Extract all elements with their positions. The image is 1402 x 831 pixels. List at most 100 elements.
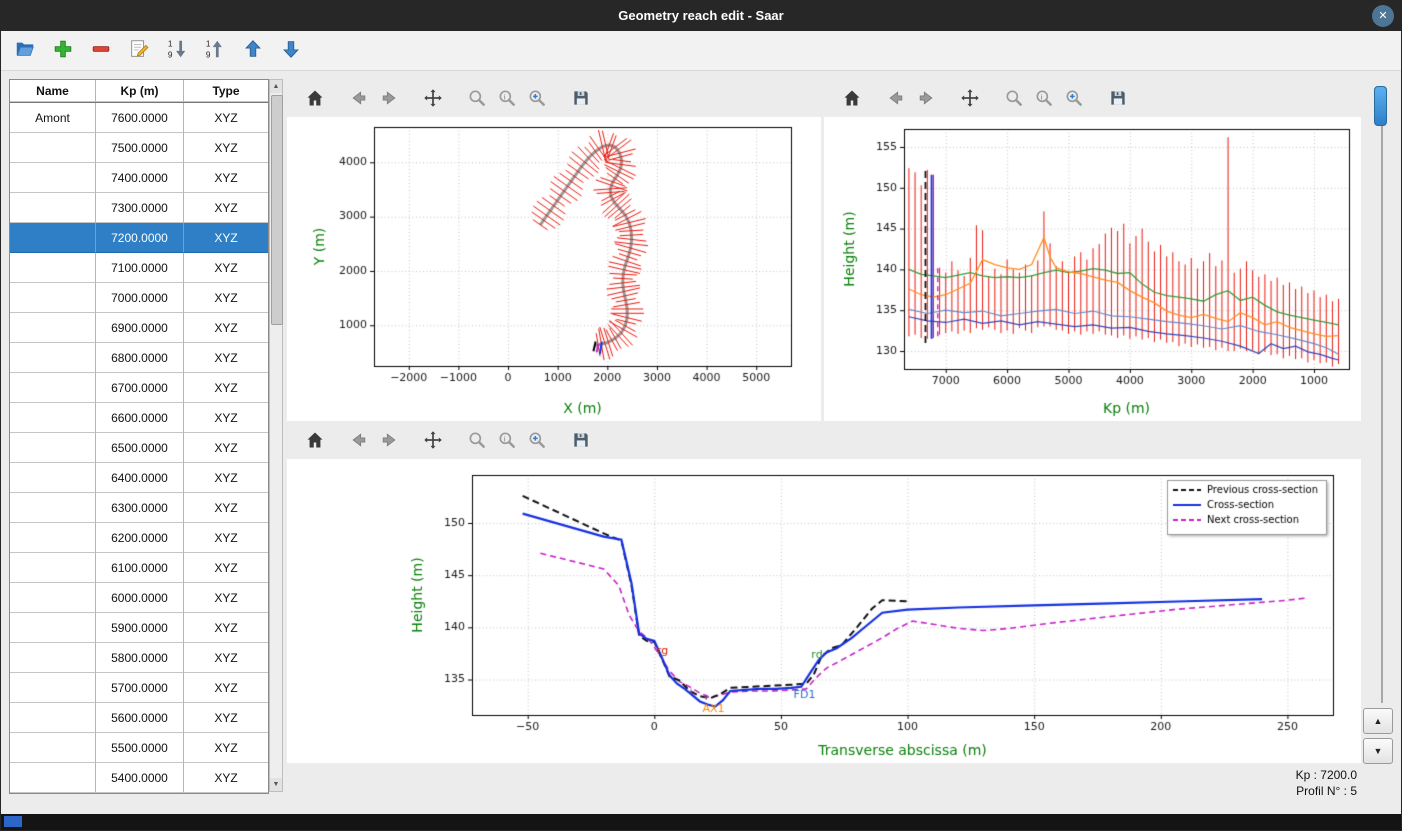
remove-row-button[interactable] xyxy=(87,37,115,65)
table-row[interactable]: 5600.0000 XYZ xyxy=(10,703,268,733)
table-row[interactable]: 7200.0000 XYZ xyxy=(10,223,268,253)
home-button[interactable] xyxy=(301,85,329,113)
zoom-icon xyxy=(467,88,487,111)
header-kp[interactable]: Kp (m) xyxy=(96,80,184,102)
window-title: Geometry reach edit - Saar xyxy=(618,8,784,23)
pan-button[interactable] xyxy=(419,85,447,113)
zoom-button[interactable] xyxy=(1000,85,1028,113)
home-icon xyxy=(305,88,325,111)
table-row[interactable]: 6400.0000 XYZ xyxy=(10,463,268,493)
pan-button[interactable] xyxy=(956,85,984,113)
close-button[interactable]: ✕ xyxy=(1372,5,1394,27)
move-down-button[interactable] xyxy=(277,37,305,65)
scrollbar-thumb[interactable] xyxy=(271,95,283,325)
table-cell-kp: 6900.0000 xyxy=(96,313,184,343)
table-scrollbar[interactable]: ▲ ▼ xyxy=(269,79,283,792)
table-row[interactable]: 5800.0000 XYZ xyxy=(10,643,268,673)
profile-slider-track[interactable] xyxy=(1381,91,1383,703)
scroll-up-icon[interactable]: ▲ xyxy=(270,80,282,93)
zoom-button[interactable] xyxy=(463,85,491,113)
save-button[interactable] xyxy=(567,427,595,455)
profile-canvas[interactable] xyxy=(824,117,1361,421)
table-row[interactable]: 6800.0000 XYZ xyxy=(10,343,268,373)
table-cell-type: XYZ xyxy=(184,253,268,283)
table-row[interactable]: 7400.0000 XYZ xyxy=(10,163,268,193)
zoom-original-button[interactable]: i xyxy=(493,85,521,113)
table-cell-type: XYZ xyxy=(184,763,268,793)
table-row[interactable]: 7000.0000 XYZ xyxy=(10,283,268,313)
plan-canvas[interactable] xyxy=(287,117,821,421)
back-button[interactable] xyxy=(882,85,910,113)
home-button[interactable] xyxy=(301,427,329,455)
table-cell-type: XYZ xyxy=(184,133,268,163)
table-row[interactable]: 7300.0000 XYZ xyxy=(10,193,268,223)
save-button[interactable] xyxy=(1104,85,1132,113)
edit-row-icon xyxy=(128,38,150,63)
titlebar: Geometry reach edit - Saar ✕ xyxy=(1,1,1401,31)
table-cell-name xyxy=(10,493,96,523)
table-row[interactable]: 5900.0000 XYZ xyxy=(10,613,268,643)
table-row[interactable]: 7500.0000 XYZ xyxy=(10,133,268,163)
table-row[interactable]: 5400.0000 XYZ xyxy=(10,763,268,793)
table-row[interactable]: 7100.0000 XYZ xyxy=(10,253,268,283)
table-row[interactable]: 6300.0000 XYZ xyxy=(10,493,268,523)
pan-button[interactable] xyxy=(419,427,447,455)
table-row[interactable]: 6100.0000 XYZ xyxy=(10,553,268,583)
add-row-button[interactable] xyxy=(49,37,77,65)
forward-button[interactable] xyxy=(375,85,403,113)
home-button[interactable] xyxy=(838,85,866,113)
header-type[interactable]: Type xyxy=(184,80,268,102)
profile-down-button[interactable]: ▼ xyxy=(1363,738,1393,764)
forward-button[interactable] xyxy=(912,85,940,113)
zoom-rect-button[interactable] xyxy=(523,85,551,113)
table-cell-kp: 6000.0000 xyxy=(96,583,184,613)
zoom-original-button[interactable]: i xyxy=(493,427,521,455)
table-row[interactable]: 5700.0000 XYZ xyxy=(10,673,268,703)
back-icon xyxy=(349,430,369,453)
table-cell-name xyxy=(10,733,96,763)
header-name[interactable]: Name xyxy=(10,80,96,102)
edit-row-button[interactable] xyxy=(125,37,153,65)
scroll-down-icon[interactable]: ▼ xyxy=(270,778,282,791)
table-row[interactable]: 6700.0000 XYZ xyxy=(10,373,268,403)
save-button[interactable] xyxy=(567,85,595,113)
table-cell-name xyxy=(10,763,96,793)
table-cell-kp: 7200.0000 xyxy=(96,223,184,253)
down-triangle-icon: ▼ xyxy=(1373,746,1383,756)
back-button[interactable] xyxy=(345,85,373,113)
zoom-rect-button[interactable] xyxy=(523,427,551,455)
profil-number-label: Profil N° : 5 xyxy=(1296,784,1357,798)
table-row[interactable]: 6200.0000 XYZ xyxy=(10,523,268,553)
table-row[interactable]: 6000.0000 XYZ xyxy=(10,583,268,613)
profile-up-button[interactable]: ▲ xyxy=(1363,708,1393,734)
kp-value-label: Kp : 7200.0 xyxy=(1295,768,1357,782)
table-row[interactable]: 6600.0000 XYZ xyxy=(10,403,268,433)
zoom-rect-icon xyxy=(527,88,547,111)
pan-icon xyxy=(960,88,980,111)
table-cell-type: XYZ xyxy=(184,313,268,343)
zoom-button[interactable] xyxy=(463,427,491,455)
table-row[interactable]: 6500.0000 XYZ xyxy=(10,433,268,463)
table-cell-kp: 5600.0000 xyxy=(96,703,184,733)
table-row[interactable]: 6900.0000 XYZ xyxy=(10,313,268,343)
move-up-button[interactable] xyxy=(239,37,267,65)
zoom-original-button[interactable]: i xyxy=(1030,85,1058,113)
zoom-rect-icon xyxy=(527,430,547,453)
table-row[interactable]: Amont 7600.0000 XYZ xyxy=(10,103,268,133)
zoom-rect-button[interactable] xyxy=(1060,85,1088,113)
profile-slider[interactable] xyxy=(1374,86,1387,126)
cross-section-canvas[interactable] xyxy=(287,459,1361,763)
back-button[interactable] xyxy=(345,427,373,455)
svg-text:9: 9 xyxy=(168,50,173,59)
forward-button[interactable] xyxy=(375,427,403,455)
table-row[interactable]: 5500.0000 XYZ xyxy=(10,733,268,763)
open-file-button[interactable] xyxy=(11,37,39,65)
table-cell-kp: 6800.0000 xyxy=(96,343,184,373)
table-cell-name xyxy=(10,553,96,583)
table-cell-kp: 6100.0000 xyxy=(96,553,184,583)
table-cell-kp: 7600.0000 xyxy=(96,103,184,133)
table-cell-name xyxy=(10,673,96,703)
